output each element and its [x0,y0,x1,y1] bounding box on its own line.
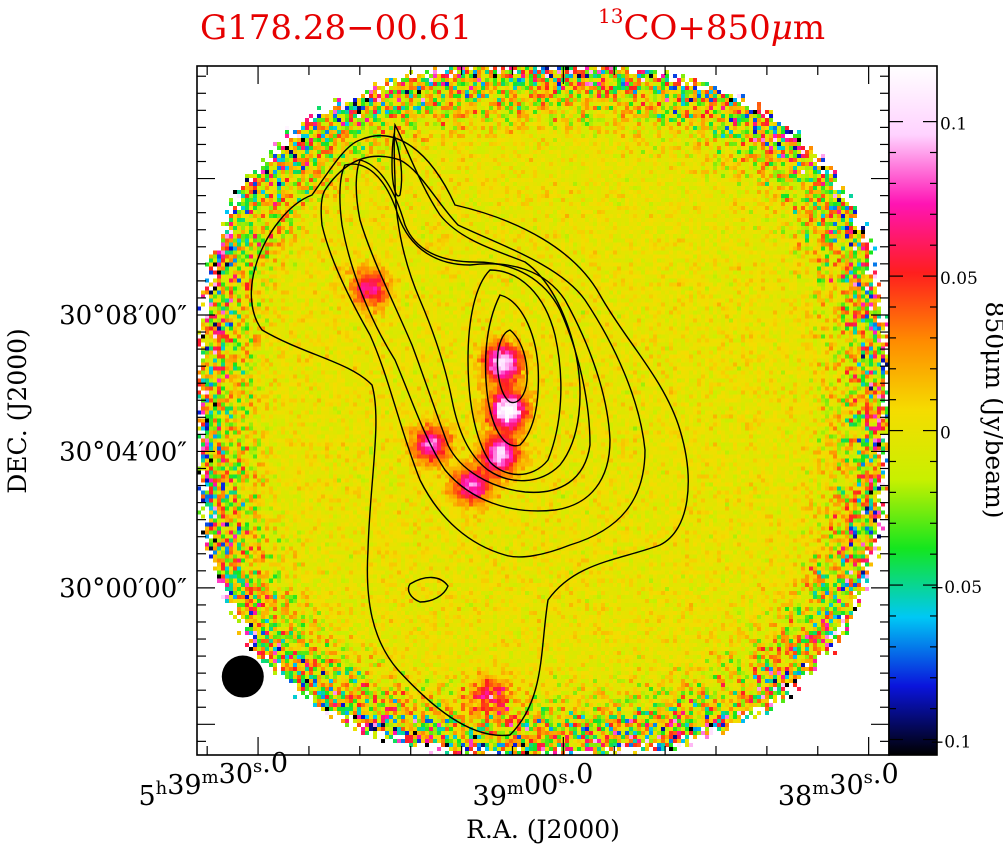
colorbar-tick-label: 0.05 [940,269,978,289]
y-tick-labels: 30°08′00″ 30°04′00″ 30°00′00″ [59,301,187,604]
x-tick-labels: 5h39m30s.0 39m00s.0 38m30s.0 [138,748,898,812]
contour-south-knot [407,576,449,603]
x-axis-label: R.A. (J2000) [466,815,620,844]
contour-level-5 [393,122,581,482]
y-minor-ticks [197,75,889,742]
contour-level-1 [250,135,689,737]
colorbar: 0.1 0.05 0 −0.05 −0.1 850μm (Jy/beam) [888,65,1003,756]
colorbar-gradient [889,66,937,755]
y-tick-label: 30°00′00″ [59,574,187,604]
x-minor-ticks [206,66,870,755]
colorbar-tick-label: −0.1 [930,733,971,753]
x-tick-label: 38m30s.0 [778,759,899,812]
intensity-map [197,66,889,755]
chart-title-tracer: 13CO+850μm [598,4,826,48]
y-tick-label: 30°08′00″ [59,301,187,331]
x-tick-label: 5h39m30s.0 [138,748,288,812]
beam-ellipse [221,655,264,698]
y-axis-label: DEC. (J2000) [3,328,32,494]
colorbar-tick-label: −0.05 [930,578,982,598]
y-tick-label: 30°04′00″ [59,437,187,467]
co-contours [250,122,689,737]
contour-level-3 [339,163,611,512]
contour-level-7 [484,294,540,447]
contour-level-8 [496,329,528,404]
colorbar-label: 850μm (Jy/beam) [980,301,1003,518]
colorbar-ticks: 0.1 0.05 0 −0.05 −0.1 [889,115,982,753]
contour-north-knot [391,132,403,197]
contour-level-6 [467,269,562,476]
chart-title-source: G178.28−00.61 [200,8,472,48]
colorbar-tick-label: 0 [940,424,951,444]
contour-level-2 [320,155,646,558]
x-tick-label: 39m00s.0 [473,759,594,812]
intensity-map-image [197,66,889,755]
contour-level-4 [355,159,591,494]
colorbar-border [888,65,938,756]
colorbar-tick-label: 0.1 [940,115,967,135]
